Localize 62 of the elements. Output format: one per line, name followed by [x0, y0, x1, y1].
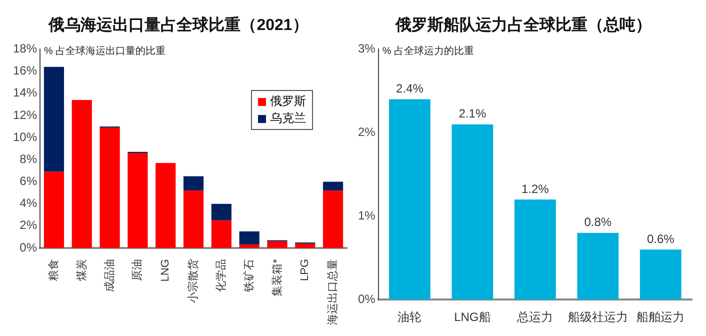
- y-axis-title: % 占全球运力的比重: [382, 44, 474, 57]
- bar: [239, 244, 260, 248]
- y-tick-label: 3%: [358, 42, 376, 56]
- x-tick-label: 油轮: [398, 310, 422, 324]
- x-tick-label: 粮食: [47, 259, 60, 281]
- chart-title: 俄乌海运出口量占全球比重（2021）: [48, 16, 308, 34]
- bar: [211, 220, 232, 248]
- x-tick-label: 船级社运力: [568, 310, 628, 324]
- legend-label: 乌克兰: [270, 110, 306, 127]
- bar: [389, 99, 430, 300]
- bar: [100, 128, 120, 248]
- y-tick-label: 2%: [358, 124, 376, 139]
- y-tick-label: 8%: [20, 152, 38, 166]
- x-tick-label: LNG: [160, 259, 172, 282]
- bar: [156, 162, 176, 248]
- y-tick-label: 12%: [12, 108, 38, 122]
- y-tick-label: 1%: [358, 208, 376, 222]
- x-tick-label: 化学品: [215, 259, 228, 292]
- bar: [211, 204, 232, 220]
- x-tick-label: 总运力: [516, 310, 554, 324]
- bar: [514, 199, 556, 300]
- bar: [577, 232, 619, 300]
- bar: [239, 231, 260, 245]
- data-label: 0.8%: [584, 215, 612, 230]
- y-tick-label: 16%: [12, 64, 38, 78]
- bar: [72, 100, 92, 248]
- bar: [452, 124, 494, 300]
- x-tick-label: 小宗散货: [186, 259, 200, 303]
- legend-label: 俄罗斯: [270, 93, 306, 110]
- x-tick-label: 船舶运力: [636, 310, 685, 324]
- chart-title: 俄罗斯船队运力占全球比重（总吨）: [394, 16, 652, 34]
- bar: [44, 66, 64, 172]
- bar: [183, 190, 204, 248]
- y-tick-label: 4%: [20, 196, 38, 210]
- y-tick-label: 10%: [12, 130, 38, 144]
- x-tick-label: 煤炭: [74, 259, 88, 281]
- data-label: 1.2%: [521, 182, 550, 196]
- y-tick-label: 2%: [20, 218, 38, 232]
- y-tick-label: 0%: [20, 240, 38, 254]
- bar: [295, 244, 316, 248]
- x-tick-label: 铁矿石: [242, 259, 256, 293]
- data-label: 0.6%: [646, 232, 675, 246]
- bar: [323, 190, 344, 248]
- y-tick-label: 0%: [358, 292, 376, 306]
- x-tick-label: 海运出口总量: [326, 259, 340, 325]
- x-tick-label: 原油: [130, 259, 144, 281]
- bar: [267, 241, 288, 248]
- bar: [44, 172, 64, 248]
- x-tick-label: LPG: [299, 259, 312, 282]
- y-tick-label: 18%: [12, 42, 38, 56]
- bar: [323, 182, 344, 191]
- bar: [183, 176, 204, 191]
- bar: [640, 250, 682, 300]
- y-tick-label: 6%: [20, 174, 38, 188]
- bar: [128, 153, 148, 248]
- x-tick-label: 成品油: [102, 259, 116, 292]
- y-axis-title: % 占全球海运出口量的比重: [44, 44, 166, 57]
- data-label: 2.4%: [396, 82, 424, 96]
- y-tick-label: 14%: [12, 86, 38, 100]
- x-tick-label: 集装箱*: [270, 258, 284, 296]
- data-label: 2.1%: [458, 106, 486, 121]
- x-tick-label: LNG船: [454, 310, 491, 324]
